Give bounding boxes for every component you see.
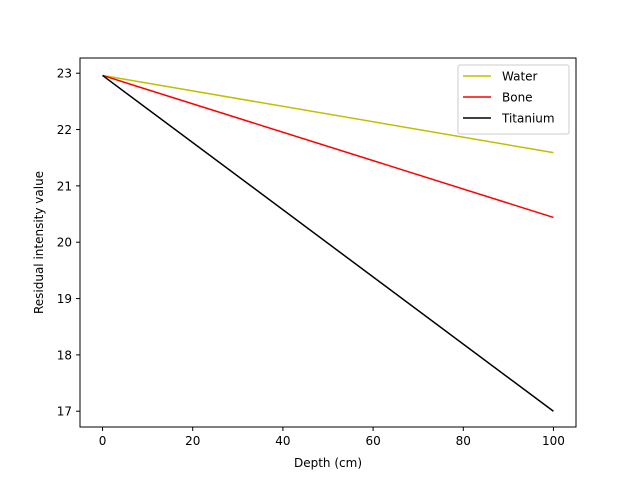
x-tick-label: 80 bbox=[456, 434, 471, 448]
x-tick-label: 0 bbox=[99, 434, 107, 448]
y-tick-label: 22 bbox=[57, 123, 72, 137]
legend-box bbox=[457, 64, 570, 135]
legend-label-bone: Bone bbox=[502, 91, 533, 105]
x-axis-ticks: 0 20 40 60 80 100 bbox=[99, 427, 565, 448]
series-line-water bbox=[102, 74, 554, 154]
y-tick-label: 19 bbox=[57, 292, 72, 306]
y-tick-label: 21 bbox=[57, 179, 72, 193]
y-axis-ticks: 17 18 19 20 21 22 23 bbox=[57, 67, 80, 419]
y-tick-label: 17 bbox=[57, 405, 72, 419]
x-tick-label: 60 bbox=[365, 434, 380, 448]
y-tick-label: 18 bbox=[57, 348, 72, 362]
legend-label-water: Water bbox=[502, 70, 538, 84]
legend: Water Bone Titanium bbox=[457, 64, 570, 135]
y-tick-label: 23 bbox=[57, 67, 72, 81]
series-layer bbox=[102, 74, 554, 412]
x-tick-label: 40 bbox=[275, 434, 290, 448]
series-line-bone bbox=[102, 74, 554, 219]
y-tick-label: 20 bbox=[57, 236, 72, 250]
legend-label-titanium: Titanium bbox=[501, 112, 555, 126]
x-tick-label: 20 bbox=[185, 434, 200, 448]
y-axis-label: Residual intensity value bbox=[32, 171, 46, 314]
x-axis-label: Depth (cm) bbox=[294, 456, 362, 470]
x-tick-label: 100 bbox=[542, 434, 565, 448]
series-line-titanium bbox=[102, 74, 554, 412]
